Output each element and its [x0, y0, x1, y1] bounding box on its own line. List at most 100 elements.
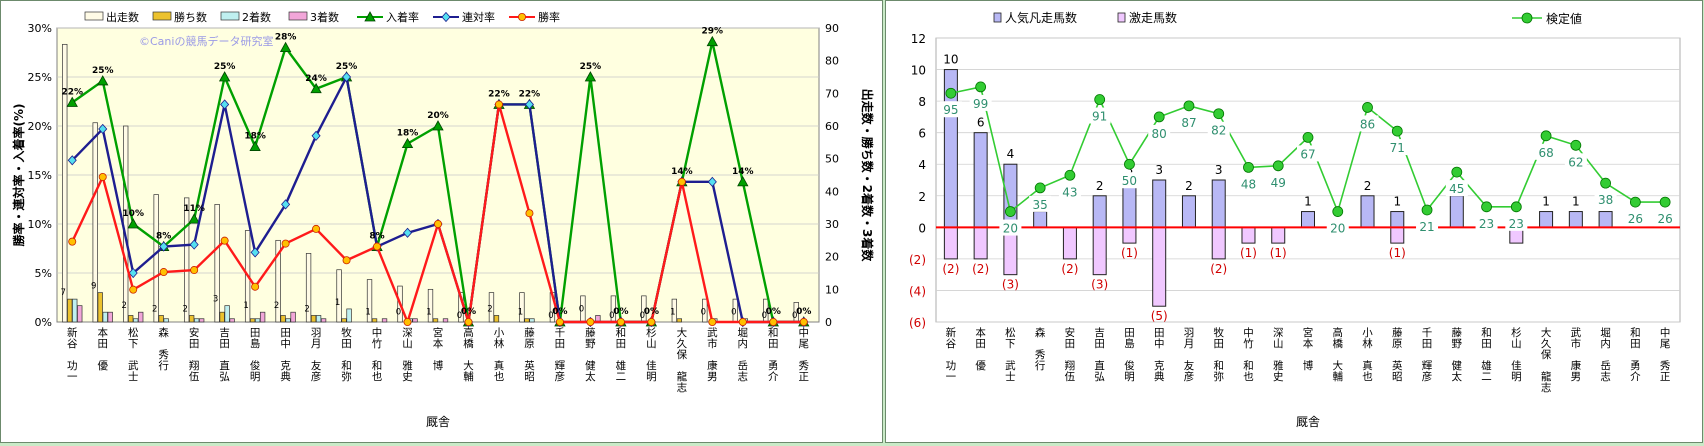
test-value-label: 71: [1390, 141, 1405, 155]
test-value-label: 91: [1092, 110, 1107, 124]
x-category-label: 松下 武士: [1005, 326, 1016, 383]
positive-bar-label: 3: [1215, 163, 1223, 177]
positive-bar-label: 4: [1007, 147, 1015, 161]
wins-bar: [280, 315, 286, 323]
test-value-label: 80: [1152, 127, 1167, 141]
test-value-point: [1005, 206, 1016, 217]
legend-label: 勝ち数: [174, 10, 207, 24]
negative-bar-label: (2): [1061, 262, 1078, 276]
win-rate-point: [647, 317, 656, 326]
svg-text:森 秀行: 森 秀行: [1035, 326, 1046, 372]
legend-swatch: [1117, 12, 1126, 23]
place-rate-label: 14%: [671, 167, 693, 177]
bar-count-label: 9: [91, 282, 96, 292]
wins-bar: [158, 315, 164, 323]
x-category-label: 安田 翔伍: [1065, 326, 1076, 383]
quinella-rate-point: [159, 241, 169, 252]
x-category-label: 深山 雅史: [1273, 327, 1284, 383]
negative-bar-label: (2): [942, 262, 959, 276]
bar-count-label: 2: [121, 301, 126, 311]
negative-bar: [1062, 226, 1077, 260]
win-rate-point: [403, 317, 412, 326]
y-left-tick-label: 30%: [28, 22, 52, 35]
test-value-label: 86: [1360, 117, 1375, 131]
y-right-tick-label: 60: [825, 120, 839, 133]
entries-bar: [305, 253, 312, 323]
positive-bar: [1152, 179, 1167, 228]
test-value-label: 49: [1271, 176, 1286, 190]
y-tick-label: 4: [918, 158, 926, 172]
bar-count-label: 0: [640, 311, 645, 321]
win-rate-point: [281, 239, 290, 248]
positive-bar-label: 2: [1364, 179, 1372, 193]
x-category-label: 新谷 功一: [946, 326, 957, 383]
test-value-label: 43: [1062, 185, 1077, 199]
y-right-tick-label: 10: [825, 283, 839, 296]
thirds-bar: [442, 318, 449, 323]
seconds-bar: [346, 308, 352, 323]
test-value-label: 21: [1419, 220, 1434, 234]
svg-text:羽月 友彦: 羽月 友彦: [1184, 327, 1195, 383]
positive-bar-label: 1: [1572, 195, 1580, 209]
test-value-point: [1510, 201, 1522, 213]
svg-text:中尾 秀正: 中尾 秀正: [1660, 326, 1671, 383]
test-value-point: [1659, 196, 1671, 208]
entries-bar: [702, 298, 708, 323]
test-value-label-bg: [1267, 173, 1290, 190]
place-rate-label: 25%: [92, 66, 114, 76]
entries-bar: [427, 288, 434, 323]
wins-bar: [310, 315, 317, 323]
positive-bar: [1181, 195, 1196, 228]
x-category-label: 千田 輝彦: [555, 327, 566, 383]
bar-count-label: 0: [701, 308, 706, 318]
x-category-label: 和田 雄二: [616, 327, 627, 383]
legend-label: 人気凡走馬数: [1005, 10, 1077, 25]
test-value-label: 23: [1509, 217, 1524, 231]
bar-count-label: 2: [487, 304, 492, 314]
positive-bar: [1092, 195, 1107, 228]
win-rate-point: [251, 282, 260, 291]
svg-text:中尾 秀正: 中尾 秀正: [799, 326, 810, 383]
svg-text:田島 俊明: 田島 俊明: [250, 327, 261, 383]
test-value-label-bg: [999, 219, 1022, 236]
test-value-label-bg: [1535, 143, 1558, 160]
thirds-bar: [290, 311, 296, 323]
svg-text:堀内 岳志: 堀内 岳志: [738, 327, 749, 383]
x-category-label: 本田 優: [97, 326, 108, 372]
wins-bar: [97, 292, 103, 323]
x-category-label: 安田 翔伍: [189, 326, 200, 383]
x-category-label: 藤野 健太: [1452, 327, 1463, 383]
svg-text:高橋 大輔: 高橋 大輔: [1333, 326, 1344, 383]
svg-text:小林 真也: 小林 真也: [1362, 327, 1373, 383]
entries-bar: [123, 125, 129, 323]
y-tick-label: 0: [918, 221, 926, 235]
test-value-label: 48: [1241, 177, 1256, 191]
test-value-point: [1421, 204, 1433, 216]
positive-bar: [1033, 211, 1048, 228]
negative-bar-label: (1): [1121, 246, 1138, 260]
win-rate-point: [342, 256, 351, 265]
y-right-tick-label: 70: [825, 87, 839, 100]
win-rate-point: [220, 236, 229, 245]
entries-bar: [519, 292, 525, 323]
svg-text:吉田 直弘: 吉田 直弘: [219, 327, 230, 383]
test-value-label: 99: [973, 97, 988, 111]
plot-area: [935, 37, 1681, 323]
test-value-label: 95: [943, 103, 958, 117]
place-rate-label: 18%: [397, 129, 419, 139]
y-right-tick-label: 0: [825, 316, 832, 329]
test-value-point: [975, 81, 987, 93]
entries-bar: [153, 194, 159, 323]
negative-bar-label: (1): [1240, 246, 1257, 260]
legend-label: 入着率: [386, 10, 419, 24]
svg-text:杉山 佳明: 杉山 佳明: [1511, 326, 1522, 383]
test-value-label-bg: [1416, 217, 1439, 234]
test-value-label: 87: [1181, 116, 1196, 130]
test-value-label-bg: [1207, 121, 1230, 138]
y-left-tick-label: 10%: [28, 218, 52, 231]
y-right-tick-label: 50: [825, 153, 839, 166]
y-tick-label: 10: [911, 64, 926, 78]
negative-bar-label: (1): [1270, 246, 1287, 260]
place-rate-label: 0%: [613, 307, 628, 317]
test-value-label-bg: [1475, 214, 1498, 231]
